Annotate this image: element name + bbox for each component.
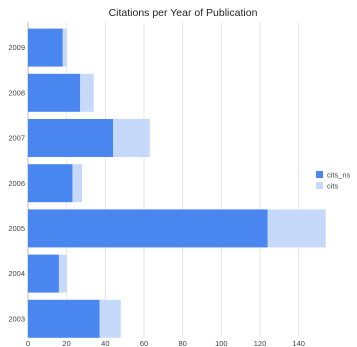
y-tick-label: 2006 [8, 179, 25, 188]
bar-cits-2008 [80, 73, 94, 112]
x-tick-label: 120 [254, 339, 267, 347]
x-axis-labels: 0 20 40 60 80 100 120 140 [26, 339, 305, 347]
y-tick-label: 2005 [8, 224, 25, 233]
bar-cits-2005 [267, 209, 326, 248]
y-tick-label: 2004 [8, 269, 25, 278]
bar-cits_ns-2009 [28, 28, 63, 67]
bar-cits_ns-2008 [28, 73, 81, 112]
bar-cits-2006 [72, 164, 83, 203]
bar-cits_ns-2004 [28, 254, 59, 293]
legend-label-cits: cits [327, 182, 339, 191]
y-tick-label: 2008 [8, 88, 25, 97]
legend-swatch-cits [316, 182, 323, 189]
x-tick-label: 80 [178, 339, 186, 347]
bar-cits-2007 [113, 119, 150, 157]
x-tick-label: 100 [215, 339, 228, 347]
legend-label-cits_ns: cits_ns [327, 171, 351, 180]
x-tick-label: 40 [101, 339, 109, 347]
x-tick-label: 140 [292, 339, 305, 347]
bar-cits_ns-2003 [28, 299, 100, 338]
x-tick-label: 60 [140, 339, 148, 347]
bar-cits_ns-2005 [28, 209, 268, 248]
y-tick-label: 2009 [8, 43, 25, 52]
bar-cits-2003 [99, 299, 121, 338]
bar-cits-2004 [58, 254, 67, 293]
chart-title: Citations per Year of Publication [109, 7, 258, 19]
x-tick-label: 20 [62, 339, 70, 347]
bar-cits-2009 [62, 28, 67, 67]
bars [28, 28, 326, 338]
y-tick-label: 2003 [8, 314, 25, 323]
y-axis-labels: 2003 2004 2005 2006 2007 2008 2009 [8, 43, 25, 323]
x-tick-label: 0 [26, 339, 30, 347]
legend-swatch-cits_ns [316, 171, 323, 178]
bar-cits_ns-2006 [28, 164, 73, 203]
y-tick-label: 2007 [8, 134, 25, 143]
bar-cits_ns-2007 [28, 119, 114, 157]
